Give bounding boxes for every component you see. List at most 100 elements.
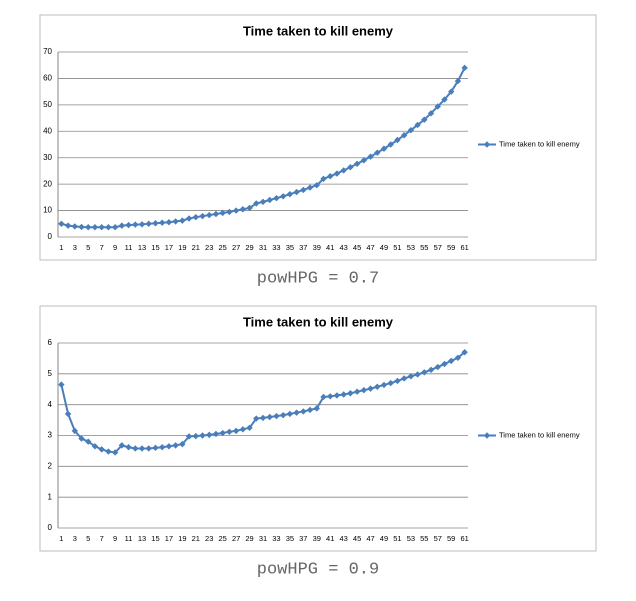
data-point — [447, 357, 455, 365]
x-tick-label: 43 — [339, 534, 347, 543]
x-tick-label: 13 — [138, 534, 146, 543]
data-point — [232, 427, 240, 435]
data-point — [179, 440, 186, 448]
chart: Time taken to kill enemy powHPG = 0.9 0 1 23… — [39, 305, 597, 579]
data-point — [266, 196, 273, 204]
x-tick-label: 19 — [178, 243, 186, 252]
x-tick-label: 15 — [151, 534, 159, 543]
x-tick-label: 57 — [434, 243, 442, 252]
data-point — [461, 349, 468, 356]
x-tick-label: 41 — [326, 534, 334, 543]
data-point — [185, 433, 193, 440]
data-point — [347, 164, 354, 171]
data-point — [71, 223, 79, 230]
data-point — [145, 445, 152, 452]
data-point — [111, 224, 119, 231]
data-point — [286, 190, 294, 198]
x-tick-label: 13 — [138, 243, 146, 252]
data-point — [78, 435, 85, 442]
x-tick-label: 57 — [434, 534, 442, 543]
data-point — [374, 149, 381, 156]
y-tick-label: 70 — [43, 47, 52, 56]
data-point — [158, 219, 166, 226]
data-point — [105, 224, 112, 231]
data-point — [206, 431, 213, 439]
data-point — [320, 393, 327, 401]
caption: powHPG = 0.7 — [257, 269, 379, 288]
x-tick-label: 59 — [447, 243, 455, 252]
x-tick-label: 37 — [299, 243, 307, 252]
data-point — [266, 413, 273, 421]
data-point — [158, 444, 166, 451]
data-point — [427, 366, 435, 374]
legend-marker — [483, 432, 491, 439]
data-point — [374, 383, 381, 390]
data-point — [394, 136, 401, 144]
x-tick-label: 27 — [232, 243, 240, 252]
x-tick-label: 11 — [125, 534, 133, 543]
data-point — [394, 377, 401, 385]
x-tick-label: 5 — [86, 243, 90, 252]
data-point — [387, 141, 394, 148]
y-tick-label: 0 — [48, 523, 53, 532]
data-point — [85, 224, 92, 231]
data-point — [414, 371, 421, 378]
y-tick-label: 1 — [48, 492, 53, 501]
data-point — [447, 88, 455, 95]
x-tick-label: 25 — [219, 534, 227, 543]
data-point — [226, 208, 233, 216]
data-point — [273, 194, 280, 202]
x-tick-label: 23 — [205, 534, 213, 543]
x-tick-label: 39 — [313, 243, 321, 252]
caption: powHPG = 0.9 — [257, 560, 379, 579]
data-point — [179, 217, 186, 224]
x-tick-label: 47 — [366, 534, 374, 543]
chart-title: Time taken to kill enemy — [243, 314, 394, 329]
x-tick-label: 49 — [380, 534, 388, 543]
data-point — [400, 375, 408, 382]
y-tick-label: 5 — [48, 369, 53, 378]
x-tick-label: 21 — [192, 243, 200, 252]
data-point — [367, 385, 374, 392]
y-tick-label: 50 — [43, 100, 52, 109]
data-point — [138, 221, 146, 228]
data-point — [327, 173, 334, 180]
data-point — [400, 132, 408, 139]
x-tick-label: 5 — [86, 534, 90, 543]
chart-frame — [39, 305, 597, 552]
data-point — [380, 145, 388, 152]
x-tick-label: 9 — [113, 243, 117, 252]
x-tick-label: 3 — [73, 243, 77, 252]
data-point — [185, 215, 193, 222]
legend-label: Time taken to kill enemy — [499, 430, 580, 439]
x-tick-label: 47 — [366, 243, 374, 252]
x-tick-label: 45 — [353, 534, 361, 543]
data-point — [327, 393, 334, 400]
data-point — [64, 410, 72, 418]
data-point — [165, 219, 173, 226]
data-point — [333, 392, 341, 399]
data-point — [246, 424, 253, 431]
data-point — [98, 224, 105, 231]
data-point — [380, 381, 388, 389]
data-point — [434, 103, 441, 110]
data-point — [407, 127, 415, 134]
data-point — [300, 186, 307, 194]
data-point — [434, 363, 441, 371]
data-point — [279, 193, 287, 200]
x-tick-label: 33 — [272, 534, 280, 543]
data-point — [219, 209, 226, 217]
data-point — [340, 391, 347, 398]
chart-title: Time taken to kill enemy — [243, 23, 394, 38]
legend-label: Time taken to kill enemy — [499, 139, 580, 148]
data-point — [407, 373, 415, 380]
data-point — [71, 427, 79, 435]
x-tick-label: 51 — [393, 243, 401, 252]
x-tick-label: 39 — [313, 534, 321, 543]
x-tick-label: 43 — [339, 243, 347, 252]
legend-marker — [483, 141, 491, 148]
data-point — [152, 220, 159, 227]
x-tick-label: 51 — [393, 534, 401, 543]
data-point — [226, 428, 233, 435]
data-point — [454, 77, 462, 85]
